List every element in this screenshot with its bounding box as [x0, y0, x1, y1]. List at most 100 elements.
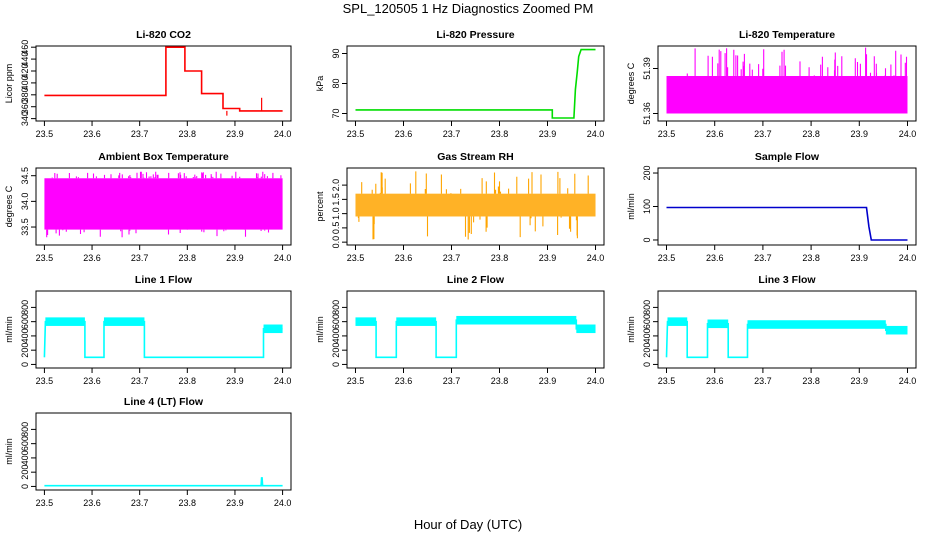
x-tick-label: 24.0	[587, 129, 605, 139]
panel-title: Ambient Box Temperature	[98, 151, 229, 163]
x-tick-label: 23.7	[131, 498, 149, 508]
y-tick-label: 2.0	[331, 179, 341, 192]
x-tick-label: 23.7	[131, 129, 149, 139]
y-axis-label: Licor ppm	[4, 64, 14, 104]
y-tick-label: 800	[642, 300, 652, 315]
x-tick-label: 24.0	[587, 376, 605, 386]
x-tick-label: 23.5	[347, 253, 365, 263]
y-tick-label: 600	[331, 314, 341, 329]
panel-frame	[657, 45, 917, 122]
y-tick-label: 400	[642, 328, 652, 343]
x-tick-label: 24.0	[274, 129, 292, 139]
x-tick-label: 23.9	[539, 253, 557, 263]
x-tick-label: 24.0	[899, 376, 917, 386]
x-tick-label: 23.6	[83, 129, 101, 139]
series-group	[44, 171, 283, 238]
panel-title: Li-820 Temperature	[739, 29, 835, 41]
y-tick-label: 200	[20, 343, 30, 358]
x-tick-label: 23.7	[443, 253, 461, 263]
y-tick-label: 1.5	[331, 193, 341, 206]
y-tick-label: 400	[20, 450, 30, 465]
x-tick-label: 23.7	[131, 376, 149, 386]
y-axis-label: degrees C	[626, 62, 636, 104]
panel-title: Line 1 Flow	[135, 274, 193, 286]
y-tick-label: 51.36	[642, 102, 652, 125]
y-tick-label: 70	[331, 108, 341, 118]
series-line	[666, 206, 908, 241]
y-axis-label: kPa	[315, 76, 325, 92]
x-tick-label: 23.9	[226, 253, 244, 263]
series-noise-band	[45, 317, 85, 326]
series-noise-band	[456, 315, 577, 325]
x-tick-label: 23.5	[658, 129, 676, 139]
series-group	[666, 206, 908, 241]
x-tick-label: 23.9	[539, 129, 557, 139]
y-tick-label: 400	[20, 75, 30, 90]
x-tick-label: 23.5	[658, 376, 676, 386]
x-tick-label: 23.5	[36, 129, 54, 139]
series-spikes	[46, 171, 282, 238]
series-group	[666, 47, 908, 114]
panel-title: Line 2 Flow	[447, 274, 505, 286]
panel-6: Sample Flow 23.5 23.6 23.7 23.8 23.9 24.0 0 100 2…	[626, 151, 917, 263]
series-band	[44, 178, 283, 230]
y-axis-label: ml/min	[315, 316, 325, 343]
y-tick-label: 100	[642, 199, 652, 214]
panel-2: Li-820 Pressure 23.5 23.6 23.7 23.8 23.9 24.0 7…	[315, 29, 605, 139]
series-noise-band	[576, 324, 596, 334]
series-spikes	[686, 47, 908, 76]
y-tick-label: 0	[20, 362, 30, 367]
series-spikes	[357, 171, 589, 240]
x-tick-label: 23.9	[226, 376, 244, 386]
series-group	[665, 317, 908, 359]
series-line	[355, 48, 596, 119]
y-tick-label: 200	[642, 166, 652, 181]
x-tick-label: 23.8	[491, 376, 509, 386]
y-axis-label: degrees C	[4, 185, 14, 227]
series-group	[355, 48, 596, 119]
y-tick-label: 800	[20, 300, 30, 315]
panel-frame	[346, 290, 605, 369]
y-axis-label: ml/min	[626, 316, 636, 343]
x-tick-label: 23.9	[226, 498, 244, 508]
x-tick-label: 23.8	[179, 376, 197, 386]
series-noise-band	[355, 317, 377, 326]
series-band	[666, 76, 908, 114]
x-tick-label: 23.6	[395, 129, 413, 139]
panel-frame	[35, 45, 292, 122]
panel-9: Line 3 Flow 23.5 23.6 23.7 23.8 23.9 24.0 0 2004…	[626, 274, 917, 386]
panel-title: Line 4 (LT) Flow	[124, 396, 204, 408]
y-tick-label: 200	[642, 343, 652, 358]
series-group	[44, 477, 283, 487]
y-axis-label: ml/min	[4, 316, 14, 343]
series-noise-band	[747, 320, 886, 329]
x-tick-label: 23.7	[443, 129, 461, 139]
panel-title: Line 3 Flow	[758, 274, 816, 286]
x-tick-label: 24.0	[587, 253, 605, 263]
series-noise-band	[103, 317, 145, 326]
x-tick-label: 23.8	[491, 253, 509, 263]
figure-title: SPL_120505 1 Hz Diagnostics Zoomed PM	[342, 1, 594, 16]
x-tick-label: 23.9	[226, 129, 244, 139]
y-tick-label: 600	[20, 314, 30, 329]
series-group	[355, 315, 596, 359]
y-tick-label: 0	[642, 237, 652, 242]
y-tick-label: 0	[642, 362, 652, 367]
x-tick-label: 23.7	[443, 376, 461, 386]
y-tick-label: 0	[331, 362, 341, 367]
x-tick-label: 23.9	[851, 253, 869, 263]
panel-frame	[657, 167, 917, 246]
series-line	[44, 477, 283, 487]
y-tick-label: 0	[20, 484, 30, 489]
x-tick-label: 23.5	[36, 376, 54, 386]
x-tick-label: 23.9	[851, 129, 869, 139]
series-line	[44, 46, 283, 112]
x-tick-label: 23.7	[754, 376, 772, 386]
panel-5: Gas Stream RH 23.5 23.6 23.7 23.8 23.9 24.0 0.0…	[315, 151, 605, 263]
x-tick-label: 23.7	[754, 253, 772, 263]
y-tick-label: 440	[20, 52, 30, 67]
panel-8: Line 2 Flow 23.5 23.6 23.7 23.8 23.9 24.0 0 2004…	[315, 274, 605, 386]
y-axis-label: ml/min	[4, 438, 14, 465]
x-tick-label: 23.8	[802, 376, 820, 386]
